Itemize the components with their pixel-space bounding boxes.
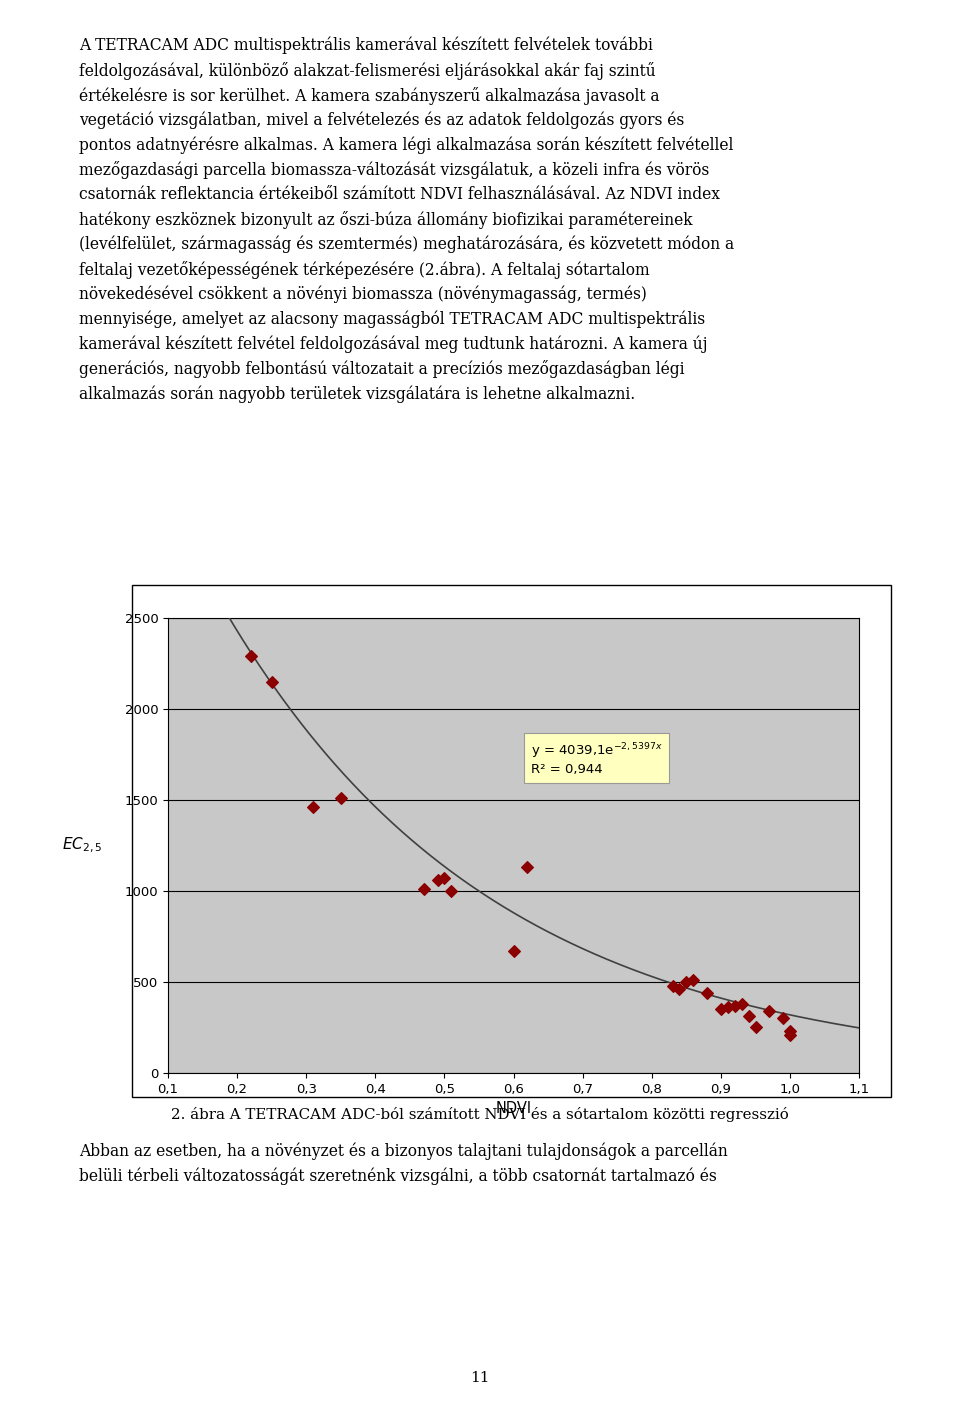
- Point: [727, 995, 742, 1017]
- Text: alkalmazás során nagyobb területek vizsgálatára is lehetne alkalmazni.: alkalmazás során nagyobb területek vizsg…: [79, 385, 635, 402]
- X-axis label: NDVI: NDVI: [495, 1101, 532, 1115]
- Point: [305, 796, 321, 818]
- Text: generációs, nagyobb felbontású változatait a precíziós mezőgazdaságban légi: generációs, nagyobb felbontású változata…: [79, 361, 684, 378]
- Text: növekedésével csökkent a növényi biomassza (növénymagasság, termés): növekedésével csökkent a növényi biomass…: [79, 286, 647, 303]
- Point: [243, 645, 258, 668]
- Text: 2. ábra A TETRACAM ADC-ból számított NDVI és a sótartalom közötti regresszió: 2. ábra A TETRACAM ADC-ból számított NDV…: [171, 1107, 789, 1123]
- Point: [713, 998, 729, 1020]
- Point: [720, 996, 735, 1019]
- Point: [264, 671, 279, 693]
- Point: [776, 1007, 791, 1030]
- Point: [672, 978, 687, 1000]
- Point: [437, 867, 452, 890]
- Text: Abban az esetben, ha a növényzet és a bizonyos talajtani tulajdonságok a parcell: Abban az esetben, ha a növényzet és a bi…: [79, 1142, 728, 1160]
- Text: A TETRACAM ADC multispektrális kamerával készített felvételek további: A TETRACAM ADC multispektrális kamerával…: [79, 37, 653, 54]
- Point: [416, 878, 431, 901]
- Text: pontos adatnyérésre alkalmas. A kamera légi alkalmazása során készített felvétel: pontos adatnyérésre alkalmas. A kamera l…: [79, 136, 733, 153]
- Point: [782, 1023, 798, 1046]
- Point: [685, 969, 701, 992]
- Text: belüli térbeli változatosságát szeretnénk vizsgálni, a több csatornát tartalmazó: belüli térbeli változatosságát szeretnén…: [79, 1168, 716, 1185]
- Text: kamerával készített felvétel feldolgozásával meg tudtunk határozni. A kamera új: kamerával készített felvétel feldolgozás…: [79, 335, 708, 352]
- Text: mezőgazdasági parcella biomassza-változását vizsgálatuk, a közeli infra és vörös: mezőgazdasági parcella biomassza-változá…: [79, 162, 709, 179]
- Point: [430, 868, 445, 891]
- Point: [333, 787, 348, 810]
- Text: hatékony eszköznek bizonyult az őszi-búza állomány biofizikai paramétereinek: hatékony eszköznek bizonyult az őszi-búz…: [79, 212, 692, 229]
- Text: feldolgozásával, különböző alakzat-felismerési eljárásokkal akár faj szintű: feldolgozásával, különböző alakzat-felis…: [79, 61, 656, 80]
- Text: értékelésre is sor kerülhet. A kamera szabányszerű alkalmazása javasolt a: értékelésre is sor kerülhet. A kamera sz…: [79, 87, 660, 105]
- Point: [679, 971, 694, 993]
- Point: [734, 992, 750, 1015]
- Point: [761, 999, 777, 1022]
- Text: feltalaj vezetőképességének térképezésére (2.ábra). A feltalaj sótartalom: feltalaj vezetőképességének térképezésér…: [79, 261, 649, 279]
- Point: [782, 1020, 798, 1043]
- Text: y = 4039,1e$^{-2,5397x}$
R² = 0,944: y = 4039,1e$^{-2,5397x}$ R² = 0,944: [531, 742, 662, 776]
- Point: [506, 939, 521, 962]
- Point: [700, 982, 715, 1005]
- Text: mennyisége, amelyet az alacsony magasságból TETRACAM ADC multispektrális: mennyisége, amelyet az alacsony magasság…: [79, 310, 705, 328]
- Text: $\mathit{EC}_{2,5}$: $\mathit{EC}_{2,5}$: [62, 836, 103, 855]
- Point: [519, 855, 535, 878]
- Point: [665, 975, 681, 998]
- Text: (levélfelület, szármagasság és szemtermés) meghatározására, és közvetett módon a: (levélfelület, szármagasság és szemtermé…: [79, 236, 733, 253]
- Text: vegetáció vizsgálatban, mivel a felvételezés és az adatok feldolgozás gyors és: vegetáció vizsgálatban, mivel a felvéte…: [79, 112, 684, 129]
- Point: [748, 1016, 763, 1039]
- Point: [741, 1005, 756, 1027]
- Text: csatornák reflektancia értékeiből számított NDVI felhasználásával. Az NDVI index: csatornák reflektancia értékeiből számít…: [79, 186, 720, 203]
- Text: 11: 11: [470, 1371, 490, 1385]
- Point: [444, 880, 459, 902]
